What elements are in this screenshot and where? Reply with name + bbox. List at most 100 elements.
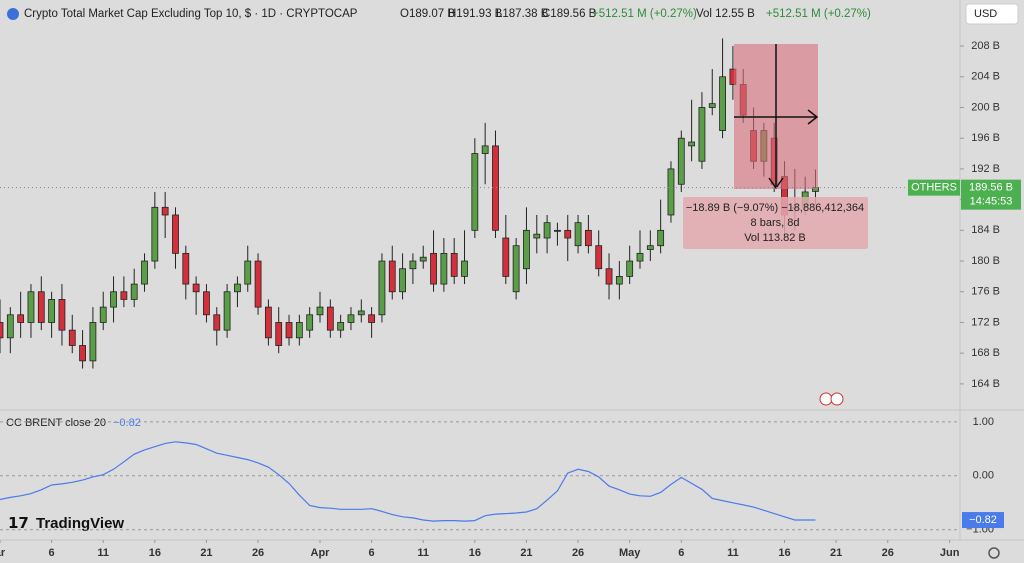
time-tick-label: 26 [882, 547, 894, 559]
indicator-line [0, 441, 816, 522]
candle-body [481, 145, 489, 154]
candle-body [0, 322, 4, 339]
candle-body [471, 153, 479, 231]
candle-body [213, 314, 221, 331]
candle-body [234, 283, 241, 293]
time-tick-label: 16 [778, 547, 790, 559]
candle-body [203, 291, 210, 316]
time-tick-label: Jun [940, 547, 960, 559]
currency-label[interactable]: USD [974, 8, 997, 20]
price-tick-label: 196 B [971, 132, 1000, 144]
candle-body [357, 310, 365, 316]
price-tick-label: 164 B [971, 378, 1000, 390]
brand-logo: TradingView [36, 515, 124, 532]
candle-body [79, 345, 86, 362]
candle-body [110, 291, 117, 308]
candle-body [502, 237, 510, 277]
time-tick-label: 26 [572, 547, 584, 559]
candle-body [615, 276, 623, 285]
settings-icon[interactable] [988, 547, 1000, 559]
candle-body [151, 206, 159, 262]
time-tick-label: May [619, 547, 641, 559]
candle-body [667, 168, 675, 216]
legend-value: C189.56 B [542, 8, 597, 20]
time-tick-label: ar [0, 547, 6, 559]
candle-body [316, 306, 324, 316]
indicator-tick-label: 0.00 [973, 470, 994, 482]
candle-body [264, 306, 272, 339]
legend-value: O189.07 B [400, 8, 455, 20]
time-tick-label: 6 [49, 547, 55, 559]
candle-body [68, 329, 76, 346]
candle-body [368, 314, 376, 323]
candle-body [450, 252, 458, 277]
candle-body [574, 222, 582, 247]
candle-body [275, 322, 283, 346]
candle-body [285, 322, 293, 339]
candle-body [708, 103, 716, 108]
indicator-tag-label: −0.82 [969, 514, 997, 526]
time-tick-label: 16 [149, 547, 161, 559]
indicator-tick-label: 1.00 [973, 416, 994, 428]
last-price-tag [961, 179, 1021, 210]
candle-body [254, 260, 262, 308]
candle-body [605, 268, 613, 285]
candle-body [337, 322, 345, 331]
candle-body [192, 283, 200, 293]
candle-body [306, 314, 314, 331]
price-tick-label: 176 B [971, 286, 1000, 298]
candle-body [37, 291, 45, 323]
price-tick-label: 208 B [971, 40, 1000, 52]
price-tick-label: 192 B [971, 163, 1000, 175]
candle-body [698, 107, 706, 162]
candle-body [244, 260, 252, 285]
legend-value: +512.51 M (+0.27%) [592, 8, 697, 20]
candle-body [626, 260, 634, 277]
time-tick-label: 11 [97, 547, 109, 559]
candle-body [419, 256, 427, 262]
candle-body [388, 260, 396, 293]
candle-body [409, 260, 417, 270]
indicator-value: −0.82 [113, 417, 141, 429]
event-icon[interactable] [830, 392, 844, 406]
candle-body [99, 306, 107, 323]
legend-value: Vol 12.55 B [696, 8, 755, 20]
candle-body [564, 229, 572, 239]
candle-body [172, 214, 179, 254]
time-tick-label: 26 [252, 547, 264, 559]
measure-arrow-right [807, 109, 819, 125]
candle-body [120, 291, 128, 300]
price-tick-label: 184 B [971, 224, 1000, 236]
chart-title: Crypto Total Market Cap Excluding Top 10… [24, 8, 358, 20]
time-tick-label: 11 [417, 547, 429, 559]
legend-value: H191.93 B [448, 8, 503, 20]
price-tick-label: 200 B [971, 101, 1000, 113]
candle-body [461, 260, 468, 277]
time-tick-label: 21 [520, 547, 532, 559]
legend-value: L187.38 B [496, 8, 549, 20]
candle-body [554, 229, 561, 232]
candle-body [636, 252, 644, 262]
candle-body [646, 245, 654, 250]
candle-body [27, 291, 35, 323]
candle-body [378, 260, 386, 316]
countdown: 14:45:53 [970, 196, 1013, 208]
legend-value: +512.51 M (+0.27%) [766, 8, 871, 20]
indicator-tag [962, 512, 1004, 529]
symbol-icon [7, 8, 19, 20]
candle-body [58, 299, 66, 331]
candle-body [326, 306, 334, 331]
candle-body [533, 233, 541, 239]
candle-body [141, 260, 148, 285]
measure-label-box [683, 197, 868, 249]
series-name-tag [908, 179, 960, 196]
candle-body [130, 283, 138, 300]
candle-body [347, 314, 355, 323]
measure-change: −18.89 B (−9.07%) −18,886,412,364 [686, 202, 864, 214]
candle-body [17, 314, 25, 323]
candle-body [89, 322, 97, 362]
series-name: OTHERS [911, 182, 957, 194]
candle-body [223, 291, 231, 331]
event-icon[interactable] [819, 392, 833, 406]
currency-button[interactable] [965, 3, 1019, 25]
